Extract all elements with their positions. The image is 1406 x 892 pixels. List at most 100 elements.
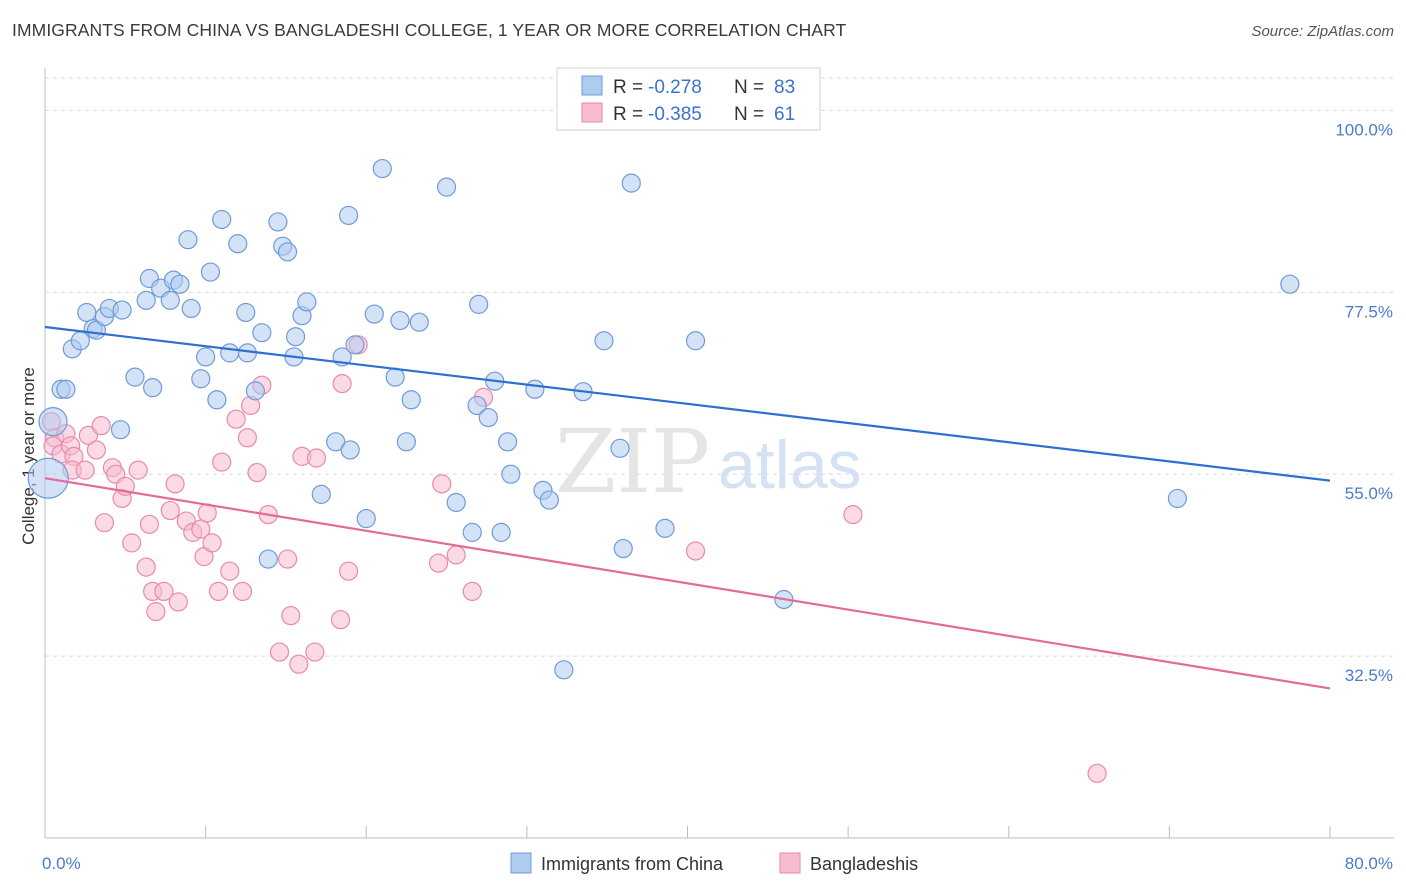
bangladeshi-point — [165, 474, 185, 494]
bangladeshi-point — [75, 460, 95, 480]
china-point — [200, 262, 221, 282]
bangladeshi-point — [212, 452, 232, 472]
y-axis-title: College, 1 year or more — [19, 367, 38, 545]
source-label: Source: ZipAtlas.com — [1251, 23, 1394, 40]
china-point — [469, 294, 489, 314]
china-point — [401, 390, 421, 410]
china-point — [38, 407, 68, 437]
china-points — [27, 158, 1300, 680]
y-tick-label: 55.0% — [1345, 484, 1393, 503]
watermark-zip: ZIP — [555, 410, 710, 513]
china-point — [436, 177, 457, 197]
bangladeshi-point — [330, 610, 351, 630]
y-tick-label: 100.0% — [1335, 120, 1393, 139]
bangladeshi-point — [154, 581, 174, 602]
china-point — [345, 335, 365, 355]
china-point — [491, 522, 511, 542]
bangladeshi-point — [136, 557, 156, 577]
china-point — [143, 378, 163, 398]
series-legend: Immigrants from China Bangladeshis — [510, 852, 918, 874]
bottom-legend-swatch-china — [510, 852, 532, 874]
china-point — [396, 432, 417, 452]
china-point — [385, 367, 405, 387]
legend-r-label-china: R = — [613, 77, 643, 98]
tick-labels: 32.5% 55.0% 77.5% 100.0% 0.0% 80.0% — [42, 120, 1393, 873]
bangladeshi-point — [139, 514, 160, 534]
china-point — [338, 205, 359, 226]
bangladeshi-point — [277, 549, 298, 569]
china-point — [340, 440, 360, 460]
watermark: ZIP atlas — [555, 410, 862, 513]
china-point — [364, 304, 384, 324]
china-point — [478, 407, 498, 428]
bangladeshi-point — [432, 474, 452, 494]
bangladeshi-point — [237, 428, 257, 448]
legend-swatch-china — [581, 75, 603, 96]
bangladeshi-point — [122, 533, 142, 553]
china-point — [372, 158, 392, 179]
bangladeshi-point — [86, 440, 107, 460]
bottom-legend-swatch-bangladeshi — [779, 852, 801, 874]
china-point — [277, 242, 298, 262]
legend-n-value-china: 83 — [774, 77, 795, 98]
bangladeshi-point — [94, 513, 115, 533]
x-tick-label-max: 80.0% — [1345, 854, 1393, 873]
china-point — [191, 369, 211, 389]
watermark-atlas: atlas — [718, 427, 862, 503]
bangladeshi-point — [289, 654, 309, 674]
bangladeshi-point — [306, 448, 327, 468]
china-point — [462, 522, 482, 542]
china-point — [112, 300, 132, 320]
china-point — [539, 490, 559, 510]
china-point — [390, 310, 410, 331]
stats-legend: R = -0.278 N = 83 R = -0.385 N = 61 — [556, 67, 821, 131]
china-point — [1167, 488, 1188, 509]
legend-r-value-china: -0.278 — [648, 77, 702, 98]
china-point — [297, 292, 317, 312]
china-point — [77, 302, 97, 323]
grid-layer — [45, 77, 1394, 657]
china-point — [181, 298, 201, 319]
china-point — [252, 323, 272, 343]
bangladeshi-point — [305, 642, 325, 662]
bottom-legend-label-bangladeshi: Bangladeshis — [810, 854, 918, 874]
bangladeshi-point — [202, 533, 222, 553]
legend-r-value-bangladeshi: -0.385 — [648, 104, 702, 125]
china-point — [498, 432, 518, 452]
china-point — [245, 381, 266, 401]
bangladeshi-point — [332, 374, 352, 394]
china-point — [311, 484, 331, 504]
legend-n-label-bangladeshi: N = — [734, 104, 764, 125]
china-point — [554, 660, 574, 680]
axis-layer: College, 1 year or more — [19, 68, 1394, 839]
legend-r-label-bangladeshi: R = — [613, 104, 643, 125]
china-point — [268, 212, 288, 232]
bangladeshi-point — [208, 581, 229, 602]
bangladeshi-point — [247, 462, 267, 483]
bangladeshi-point — [146, 602, 166, 622]
chart-title: IMMIGRANTS FROM CHINA VS BANGLADESHI COL… — [12, 20, 847, 40]
bangladeshi-point — [269, 642, 290, 662]
china-point — [655, 518, 675, 538]
bangladeshi-trend-line — [44, 477, 1331, 690]
bangladeshi-point — [226, 409, 246, 429]
china-point — [446, 492, 466, 513]
bangladeshi-point — [78, 425, 98, 445]
china-trend-line — [44, 325, 1331, 482]
china-point — [610, 438, 630, 458]
china-point — [56, 379, 76, 399]
china-point — [285, 327, 306, 347]
china-point — [220, 343, 240, 363]
china-point — [525, 379, 545, 399]
china-point — [196, 347, 216, 367]
bottom-legend-label-china: Immigrants from China — [541, 854, 724, 874]
china-point — [160, 290, 180, 310]
china-point — [178, 230, 198, 250]
bangladeshi-point — [446, 545, 466, 565]
y-tick-label: 32.5% — [1345, 666, 1393, 685]
china-point — [621, 173, 641, 193]
china-point — [258, 549, 278, 569]
y-tick-label: 77.5% — [1345, 302, 1393, 321]
china-point — [467, 395, 487, 416]
bangladeshi-point — [191, 519, 211, 539]
